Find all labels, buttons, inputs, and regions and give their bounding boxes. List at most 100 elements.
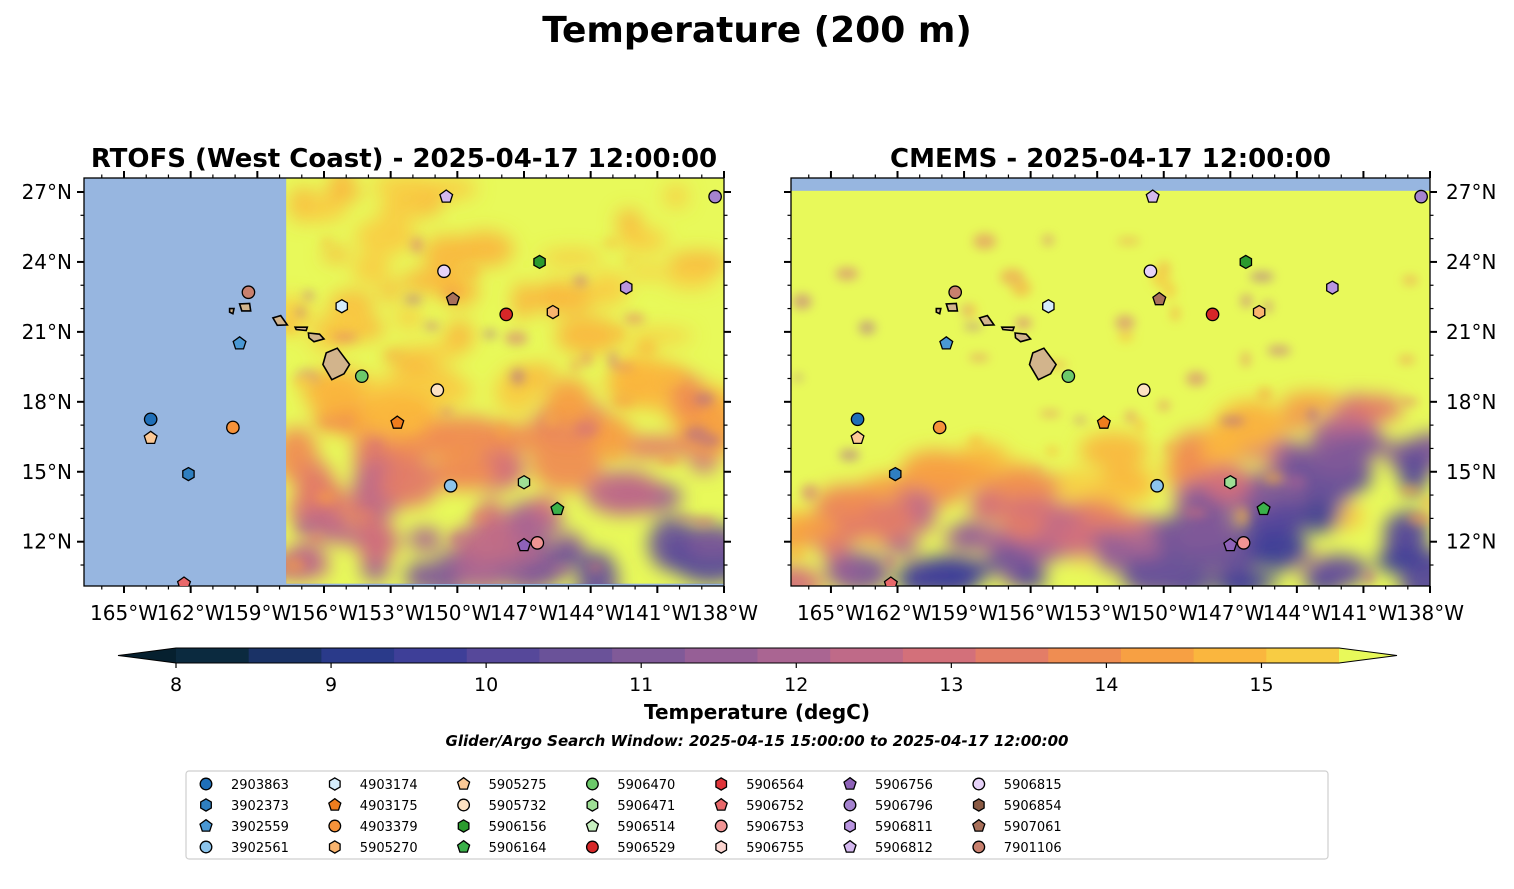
float-marker <box>182 466 195 482</box>
float-marker <box>390 415 405 429</box>
legend-entry: 5907061 <box>972 818 1062 835</box>
panel-title: CMEMS - 2025-04-17 12:00:00 <box>890 144 1331 174</box>
x-tick-label: 159°W <box>930 601 998 625</box>
legend-marker <box>585 777 599 791</box>
legend-label: 5906564 <box>746 778 804 793</box>
float-marker <box>176 576 192 586</box>
map-frame <box>790 177 1431 587</box>
colorbar-outline <box>117 647 1398 664</box>
legend-entry: 2903863 <box>199 777 289 793</box>
float-marker <box>1061 369 1076 384</box>
legend-label: 5906796 <box>875 799 933 814</box>
y-tick-label: 18°N <box>22 390 72 414</box>
legend-label: 5906854 <box>1004 799 1062 814</box>
x-tick-label: 162°W <box>157 601 225 625</box>
legend-label: 5906529 <box>617 841 675 856</box>
x-tick-label: 150°W <box>1130 601 1198 625</box>
float-marker <box>1136 383 1151 398</box>
y-tick-label: 27°N <box>22 180 72 204</box>
legend-marker <box>457 798 471 812</box>
colorbar-segment <box>612 648 686 663</box>
legend-label: 5906156 <box>489 820 547 835</box>
float-marker <box>516 537 532 552</box>
x-tick-label: 147°W <box>490 601 558 625</box>
float-marker <box>1152 291 1167 306</box>
colorbar-tick-label: 10 <box>474 674 498 696</box>
float-markers <box>70 127 722 618</box>
legend-marker <box>199 840 213 854</box>
x-tick-label: 144°W <box>557 601 625 625</box>
float-marker <box>632 127 643 140</box>
panel-title: RTOFS (West Coast) - 2025-04-17 12:00:00 <box>91 144 717 174</box>
y-tick-label: 12°N <box>1446 530 1496 554</box>
float-marker <box>437 264 451 279</box>
float-marker <box>439 189 454 203</box>
colorbar-segment <box>394 648 468 663</box>
legend-label: 5906756 <box>875 778 933 793</box>
island-landmass <box>238 302 252 312</box>
legend-marker <box>714 797 728 811</box>
float-marker <box>883 576 898 586</box>
colorbar-tick-label: 14 <box>1094 674 1118 696</box>
float-marker <box>143 412 158 427</box>
legend-label: 4903174 <box>360 778 418 793</box>
island-landmass <box>293 326 309 332</box>
float-marker <box>335 298 349 314</box>
colorbar-segment <box>248 648 322 663</box>
legend-entry: 5905275 <box>456 776 547 793</box>
ocean-field <box>791 190 1430 586</box>
x-tick-label: 153°W <box>1063 601 1131 625</box>
legend-marker <box>457 819 470 833</box>
legend-marker <box>456 839 471 853</box>
legend-entry: 3902559 <box>199 818 289 835</box>
legend-label: 5907061 <box>1004 820 1062 835</box>
legend-label: 3902373 <box>231 799 289 814</box>
x-tick-label: 156°W <box>290 601 358 625</box>
float-marker <box>777 605 788 618</box>
legend-label: 5905732 <box>489 799 547 814</box>
x-tick-label: 138°W <box>690 601 758 625</box>
legend-entry: 5906752 <box>714 797 804 814</box>
colorbar-tick-label: 11 <box>629 674 653 696</box>
legend-marker <box>328 840 341 854</box>
legend-entry: 7901106 <box>972 840 1062 856</box>
island-landmass <box>1028 347 1058 381</box>
map-ticks: 165°W162°W159°W156°W153°W150°W147°W144°W… <box>22 171 758 625</box>
float-marker <box>70 605 81 618</box>
legend-marker <box>328 797 342 811</box>
float-marker <box>888 466 902 482</box>
float-marker <box>1326 280 1339 295</box>
float-marker <box>1042 298 1055 314</box>
colorbar-extend-low <box>118 648 176 663</box>
legend-marker <box>200 798 212 812</box>
x-tick-label: 156°W <box>997 601 1065 625</box>
legend-marker <box>328 819 342 833</box>
x-tick-label: 165°W <box>797 601 865 625</box>
x-tick-label: 153°W <box>357 601 425 625</box>
legend-entry: 3902561 <box>199 840 289 856</box>
float-marker <box>939 335 954 350</box>
legend-entry: 5906471 <box>586 798 675 814</box>
legend-marker <box>972 840 986 854</box>
float-marker <box>948 285 963 300</box>
colorbar-tick-label: 15 <box>1249 674 1273 696</box>
colorbar-tick-label: 9 <box>325 674 337 696</box>
legend-marker <box>456 776 471 790</box>
float-marker <box>1223 537 1238 552</box>
contour-texture <box>791 233 1430 585</box>
legend-marker <box>972 798 985 812</box>
colorbar: 8 9 10 11 12 13 14 15 <box>117 647 1398 696</box>
float-marker <box>932 420 947 435</box>
legend-label: 5906755 <box>746 841 804 856</box>
legend-marker <box>328 777 341 791</box>
map-frame <box>83 177 725 587</box>
legend-label: 5906752 <box>746 799 804 814</box>
float-marker <box>1205 307 1220 322</box>
float-marker <box>430 383 445 398</box>
legend-entry: 5906756 <box>843 776 933 793</box>
x-tick-label: 159°W <box>223 601 291 625</box>
island-landmass <box>307 332 326 343</box>
island-landmass <box>978 314 996 327</box>
legend-marker <box>715 840 728 854</box>
float-marker <box>354 369 369 384</box>
